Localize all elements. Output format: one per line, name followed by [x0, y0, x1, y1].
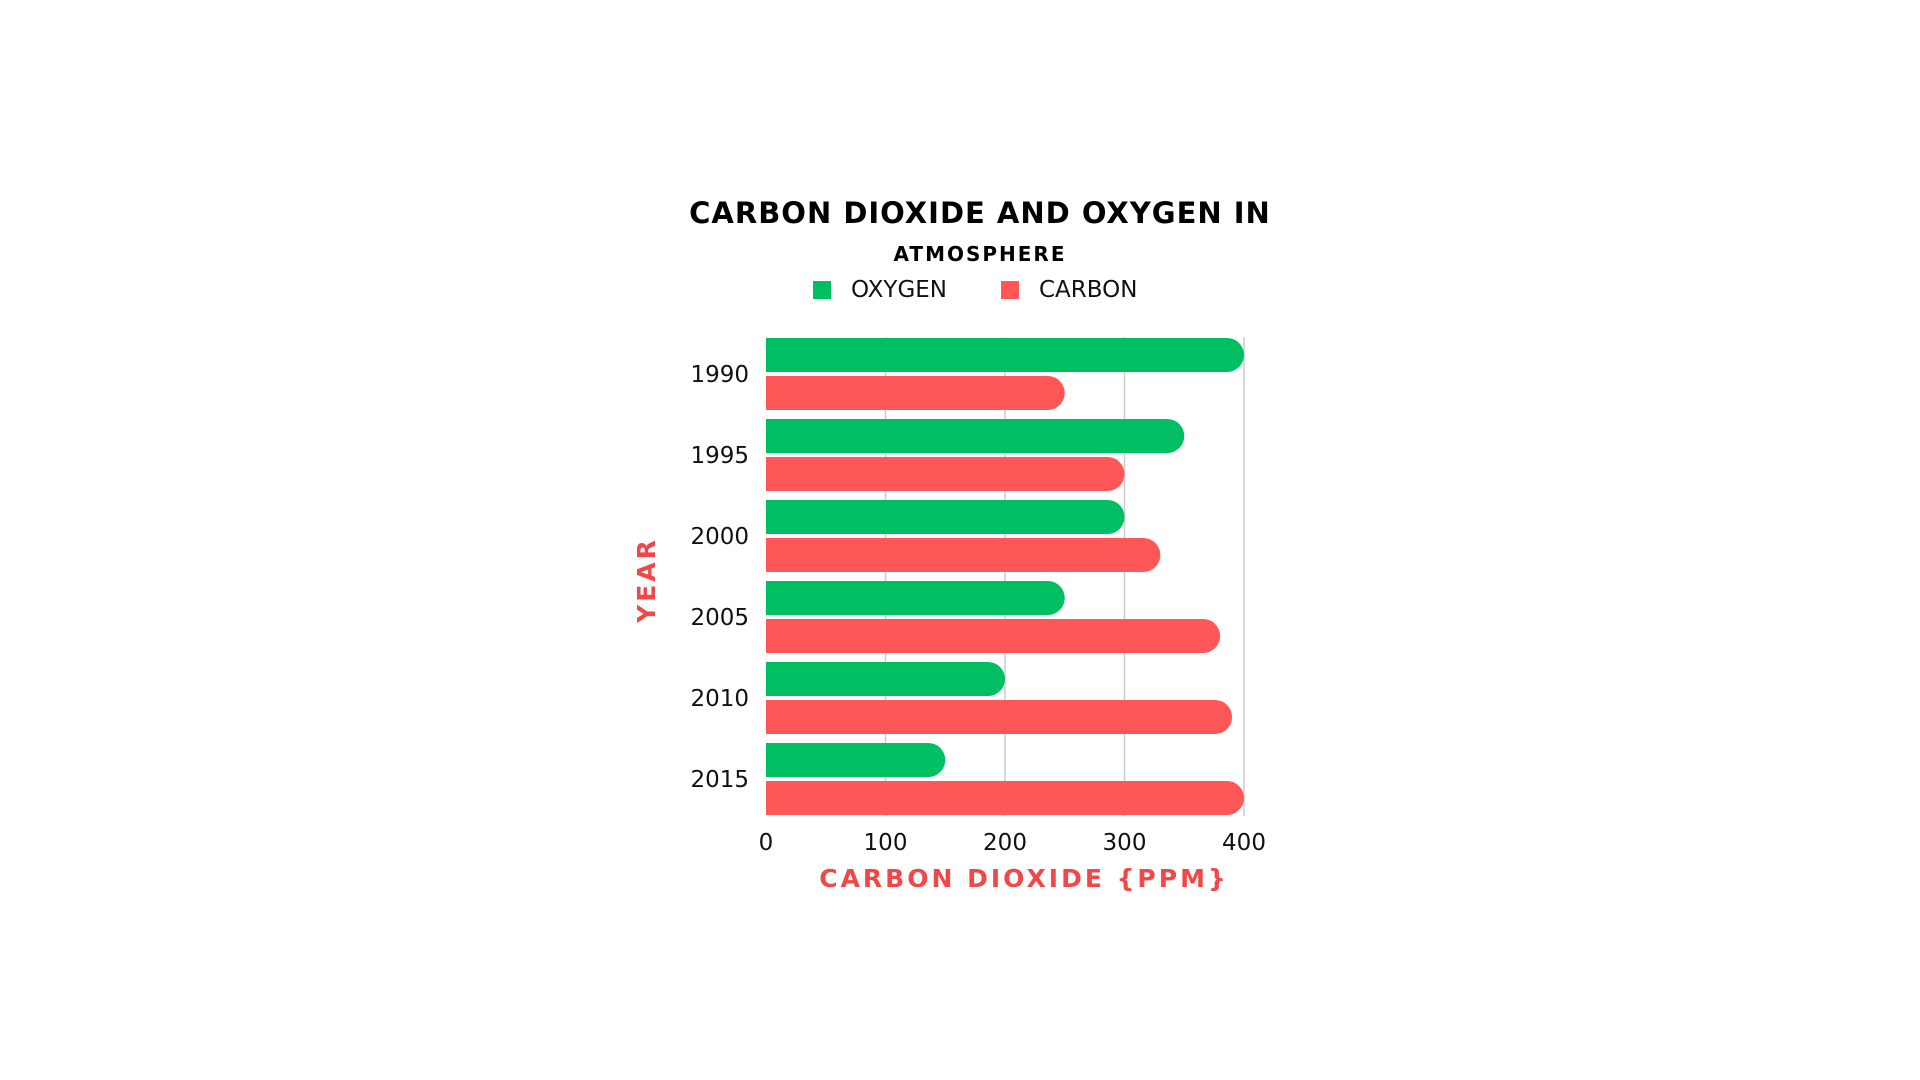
y-tick-label: 2015	[690, 767, 749, 793]
legend-item-oxygen: OXYGEN	[813, 275, 947, 305]
bar-oxygen-2015	[766, 743, 946, 777]
legend-swatch-carbon	[1001, 281, 1019, 299]
legend-label-carbon: CARBON	[1039, 277, 1138, 303]
tick-labels: 0 100 200 300 400 1990 1995 2000 2005 2010 2015	[690, 362, 1266, 856]
y-tick-label: 1995	[690, 443, 749, 469]
x-axis-title: CARBON DIOXIDE {PPM}	[819, 864, 1229, 893]
y-tick-label: 2010	[690, 686, 749, 712]
x-tick-label: 200	[983, 830, 1027, 856]
chart-title: CARBON DIOXIDE AND OXYGEN IN	[689, 196, 1271, 230]
bar-oxygen-1990	[766, 338, 1244, 372]
bar-carbon-2010	[766, 700, 1233, 734]
bar-oxygen-2000	[766, 500, 1125, 534]
legend-item-carbon: CARBON	[1001, 275, 1137, 305]
bars	[766, 338, 1244, 815]
legend-swatch-oxygen	[813, 281, 831, 299]
chart-subtitle: ATMOSPHERE	[893, 242, 1067, 266]
bar-carbon-1995	[766, 457, 1125, 491]
bar-oxygen-2005	[766, 581, 1065, 615]
legend: OXYGEN CARBON	[0, 275, 1920, 305]
legend-label-oxygen: OXYGEN	[851, 277, 947, 303]
x-tick-label: 100	[864, 830, 908, 856]
x-tick-label: 400	[1222, 830, 1266, 856]
bar-oxygen-2010	[766, 662, 1005, 696]
y-tick-label: 2005	[690, 605, 749, 631]
y-tick-label: 1990	[690, 362, 749, 388]
bar-carbon-2000	[766, 538, 1161, 572]
bar-carbon-2015	[766, 781, 1244, 815]
bar-carbon-2005	[766, 619, 1221, 653]
y-axis-title: YEAR	[632, 537, 661, 624]
x-tick-label: 0	[759, 830, 774, 856]
grid-lines	[884, 337, 1245, 816]
x-tick-label: 300	[1103, 830, 1147, 856]
bar-oxygen-1995	[766, 419, 1185, 453]
y-tick-label: 2000	[690, 524, 749, 550]
bar-carbon-1990	[766, 376, 1065, 410]
